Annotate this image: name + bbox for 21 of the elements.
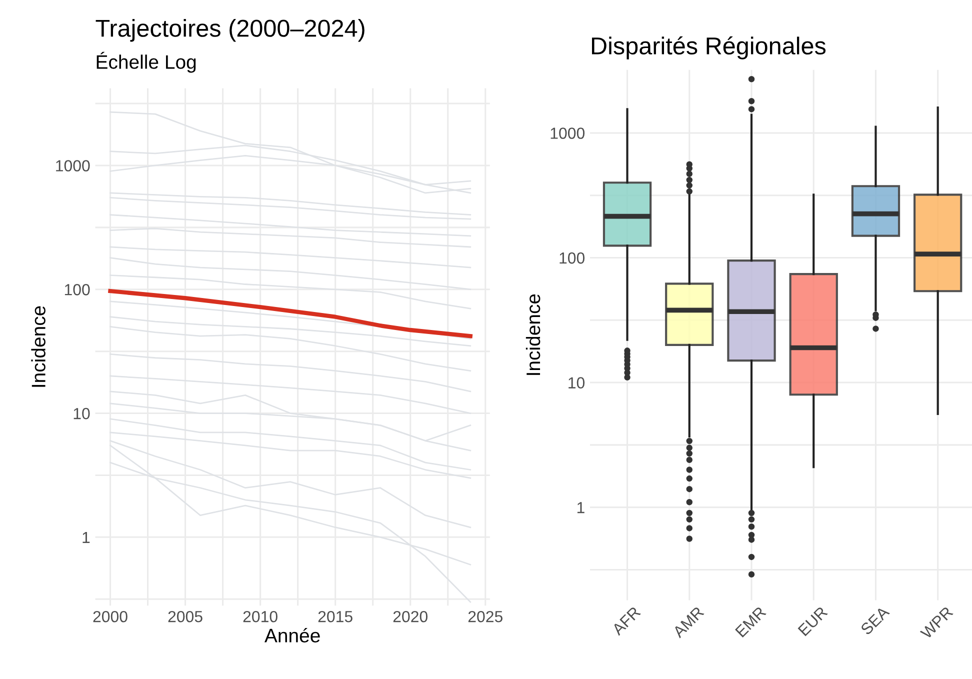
y-tick-label: 1 [577, 502, 584, 514]
y-tick-label: 10 [568, 377, 585, 388]
y-tick-label: 1 [82, 532, 90, 543]
y-axis-title: Incidence [31, 306, 46, 387]
chart-subtitle: Échelle Log [96, 52, 196, 73]
x-tick-label: 2020 [393, 610, 428, 622]
x-tick-label: 2000 [93, 610, 128, 622]
y-tick-label: 10 [74, 408, 90, 420]
x-tick-label: 2025 [468, 610, 502, 622]
x-tick-label: 2005 [168, 610, 202, 622]
y-tick-label: 100 [64, 284, 90, 296]
y-axis-title: Incidence [526, 294, 540, 375]
x-tick-label: 2015 [318, 610, 352, 622]
y-tick-label: 100 [560, 252, 585, 264]
x-tick-label: SEA [860, 605, 890, 636]
y-tick-label: 1000 [56, 160, 90, 172]
y-tick-label: 1000 [550, 128, 585, 139]
chart-title: Disparités Régionales [592, 36, 826, 60]
x-axis-title: Année [264, 628, 320, 642]
x-tick-label: 2010 [243, 610, 278, 622]
chart-title: Trajectoires (2000–2024) [96, 19, 364, 42]
